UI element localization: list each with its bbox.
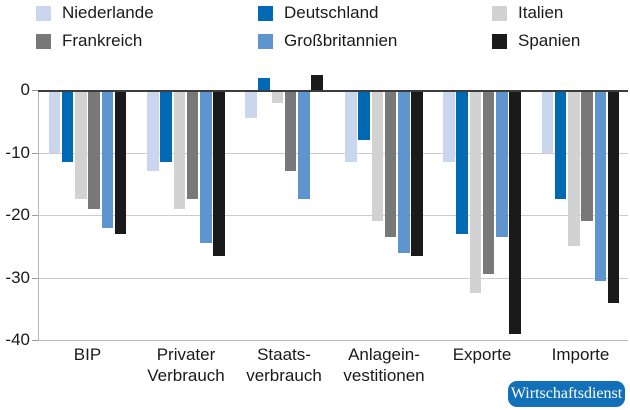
- legend-label: Deutschland: [284, 3, 379, 22]
- bar-italien-staatsverbrauch: [271, 90, 284, 103]
- y-tick-mark: [32, 90, 38, 91]
- bar-italien-importe: [568, 90, 580, 247]
- legend-label: Spanien: [518, 31, 581, 50]
- bar-frankreich-bip: [88, 90, 100, 209]
- bar-spanien-staatsverbrauch: [311, 75, 323, 90]
- legend-item-spanien: Spanien: [492, 31, 580, 51]
- bar-frankreich-anlageinvestitionen: [384, 90, 397, 237]
- bar-frankreich-staatsverbrauch: [284, 90, 297, 172]
- y-axis-line: [38, 90, 39, 340]
- zero-line: [38, 90, 628, 92]
- x-category-label-line: Importe: [551, 345, 610, 364]
- legend-label: Italien: [518, 3, 564, 22]
- x-category-label-line: verbrauch: [246, 366, 322, 385]
- x-category-label-exporte: Exporte: [427, 344, 537, 365]
- x-category-label-importe: Importe: [526, 344, 630, 365]
- bar-niederlande-bip: [48, 90, 61, 153]
- legend-label: Frankreich: [62, 31, 143, 50]
- bar-frankreich-importe: [581, 90, 593, 222]
- bar-spanien-privater-verbrauch: [213, 90, 225, 256]
- x-category-label-line: Anlagein-: [348, 345, 420, 364]
- gridline: [38, 277, 628, 279]
- x-category-label-line: Exporte: [452, 345, 512, 364]
- y-tick-label: -30: [5, 267, 30, 287]
- bar-spanien-bip: [114, 90, 127, 234]
- x-category-label-privater-verbrauch: Privater Verbrauch: [131, 344, 241, 386]
- bar-niederlande-importe: [541, 90, 554, 153]
- x-category-label-staatsverbrauch: Staats-verbrauch: [229, 344, 339, 386]
- bar-niederlande-privater-verbrauch: [147, 90, 159, 172]
- legend-label: Niederlande: [62, 3, 154, 22]
- x-category-label-line: Privater: [156, 345, 216, 364]
- bar-frankreich-privater-verbrauch: [186, 90, 199, 200]
- bar-spanien-anlageinvestitionen: [411, 90, 423, 256]
- legend-item-italien: Italien: [492, 3, 563, 23]
- bar-niederlande-exporte: [443, 90, 455, 162]
- legend-swatch-deutschland: [258, 5, 273, 21]
- bar-grossbritannien-staatsverbrauch: [298, 90, 310, 200]
- bar-niederlande-staatsverbrauch: [245, 90, 257, 119]
- x-category-label-bip: BIP: [33, 344, 143, 365]
- bar-grossbritannien-importe: [594, 90, 607, 281]
- legend-item-grossbritannien: Großbritannien: [258, 31, 397, 51]
- gridline: [38, 152, 628, 154]
- legend-swatch-italien: [492, 5, 507, 21]
- bar-niederlande-anlageinvestitionen: [345, 90, 357, 162]
- bar-deutschland-privater-verbrauch: [160, 90, 172, 162]
- bar-italien-exporte: [469, 90, 482, 294]
- legend-swatch-niederlande: [36, 5, 51, 21]
- bar-frankreich-exporte: [482, 90, 495, 275]
- bar-grossbritannien-exporte: [496, 90, 508, 237]
- bar-deutschland-staatsverbrauch: [258, 77, 270, 90]
- bar-deutschland-exporte: [456, 90, 468, 234]
- x-category-label-line: Verbrauch: [147, 366, 225, 385]
- legend-label: Großbritannien: [284, 31, 398, 50]
- bar-deutschland-anlageinvestitionen: [358, 90, 370, 140]
- bar-italien-privater-verbrauch: [173, 90, 186, 209]
- x-category-label-anlageinvestitionen: Anlagein-vestitionen: [329, 344, 439, 386]
- bar-grossbritannien-anlageinvestitionen: [398, 90, 410, 253]
- bar-italien-bip: [75, 90, 87, 200]
- bar-spanien-importe: [607, 90, 620, 303]
- legend-item-deutschland: Deutschland: [258, 3, 379, 23]
- wirtschaftsdienst-badge: Wirtschaftsdienst: [508, 381, 625, 407]
- legend-swatch-spanien: [492, 33, 507, 49]
- bar-grossbritannien-bip: [101, 90, 114, 228]
- legend-item-niederlande: Niederlande: [36, 3, 154, 23]
- bar-deutschland-importe: [554, 90, 567, 200]
- x-category-label-line: BIP: [73, 345, 102, 364]
- x-category-label-line: Staats-: [257, 345, 311, 364]
- y-tick-mark: [32, 215, 38, 216]
- legend-swatch-frankreich: [36, 33, 51, 49]
- y-tick-mark: [32, 340, 38, 341]
- bar-grossbritannien-privater-verbrauch: [200, 90, 212, 244]
- legend-swatch-grossbritannien: [258, 33, 273, 49]
- gridline: [38, 215, 628, 216]
- bar-spanien-exporte: [509, 90, 521, 334]
- y-tick-mark: [32, 152, 38, 154]
- bar-deutschland-bip: [61, 90, 74, 162]
- legend-item-frankreich: Frankreich: [36, 31, 142, 51]
- y-tick-mark: [32, 277, 38, 279]
- x-category-label-line: vestitionen: [343, 366, 425, 385]
- y-tick-label: -40: [5, 330, 30, 349]
- y-tick-label: -20: [5, 205, 30, 224]
- y-tick-label: 0: [20, 80, 30, 99]
- y-tick-label: -10: [5, 142, 30, 162]
- plot-area: [38, 62, 628, 341]
- bar-italien-anlageinvestitionen: [371, 90, 384, 222]
